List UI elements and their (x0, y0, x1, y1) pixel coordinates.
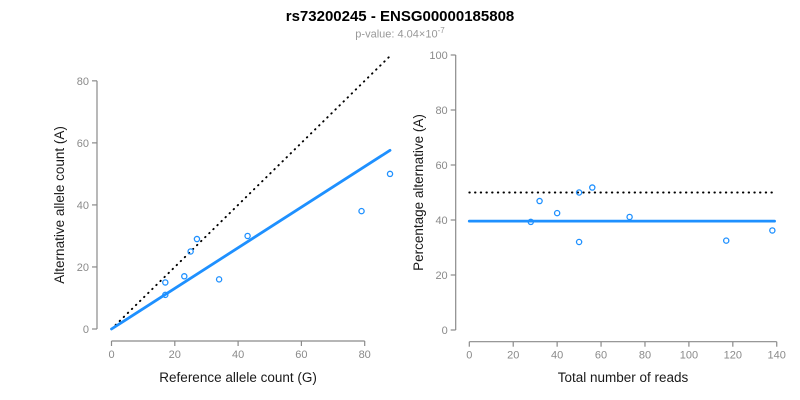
y-tick-label: 80 (435, 105, 447, 117)
data-point (358, 207, 365, 215)
x-tick-label: 0 (466, 350, 472, 362)
x-tick-label: 80 (639, 350, 651, 362)
data-point (575, 189, 583, 196)
p-value-exponent: -7 (437, 26, 445, 35)
y-axis: 0 20 40 60 80 100 Percentage alternative (A) (411, 50, 457, 337)
x-axis-title: Reference allele count (G) (159, 370, 317, 385)
data-point (162, 279, 169, 286)
data-point (575, 238, 583, 246)
data-point (536, 197, 543, 205)
y-tick-label: 40 (77, 200, 89, 212)
data-point (215, 276, 223, 283)
x-tick-label: 100 (680, 350, 698, 362)
x-tick-label: 40 (551, 350, 563, 362)
data-points (527, 184, 776, 246)
data-point (626, 213, 633, 221)
data-point (527, 218, 535, 226)
data-point (162, 291, 169, 299)
plot-panel-left: 0 20 40 60 80 Reference allele count (G) 0 20 40… (52, 55, 394, 385)
x-tick-label: 60 (595, 350, 607, 362)
x-tick-label: 40 (232, 349, 244, 361)
x-tick-label: 0 (108, 349, 114, 361)
x-tick-label: 20 (507, 350, 519, 362)
data-points (162, 170, 394, 299)
y-tick-label: 20 (435, 270, 447, 282)
data-point (769, 227, 776, 234)
y-tick-label: 0 (442, 325, 448, 337)
y-tick-label: 100 (429, 50, 447, 62)
x-tick-label: 80 (359, 349, 371, 361)
y-axis-title: Alternative allele count (A) (52, 126, 67, 284)
data-point (722, 237, 730, 244)
y-tick-label: 0 (83, 324, 89, 336)
p-value-text: p-value: 4.04×10 (355, 28, 438, 41)
data-point (187, 248, 194, 255)
y-axis-title: Percentage alternative (A) (411, 114, 426, 271)
y-tick-label: 60 (435, 160, 447, 172)
data-point (553, 209, 561, 217)
data-point (193, 235, 201, 243)
identity-line (110, 55, 391, 330)
x-axis: 0 20 40 60 80 Reference allele count (G) (108, 340, 371, 385)
x-tick-label: 60 (295, 349, 307, 361)
data-point (386, 170, 394, 178)
y-axis: 0 20 40 60 80 Alternative allele count (A) (52, 76, 98, 336)
x-axis-title: Total number of reads (558, 370, 689, 385)
fit-line (110, 148, 392, 331)
data-point (589, 184, 596, 191)
data-point (181, 273, 188, 280)
p-value-subtitle: p-value: 4.04×10-7 (0, 26, 800, 41)
y-tick-label: 60 (77, 138, 89, 150)
x-tick-label: 20 (169, 349, 181, 361)
data-point (244, 232, 251, 240)
y-tick-label: 20 (77, 262, 89, 274)
x-axis: 0 20 40 60 80 100 120 140 Total number of reads (466, 341, 786, 385)
page-title: rs73200245 - ENSG00000185808 (285, 8, 515, 25)
y-tick-label: 80 (77, 76, 89, 88)
x-tick-label: 120 (724, 350, 742, 362)
x-tick-label: 140 (768, 350, 786, 362)
y-tick-label: 40 (435, 215, 447, 227)
